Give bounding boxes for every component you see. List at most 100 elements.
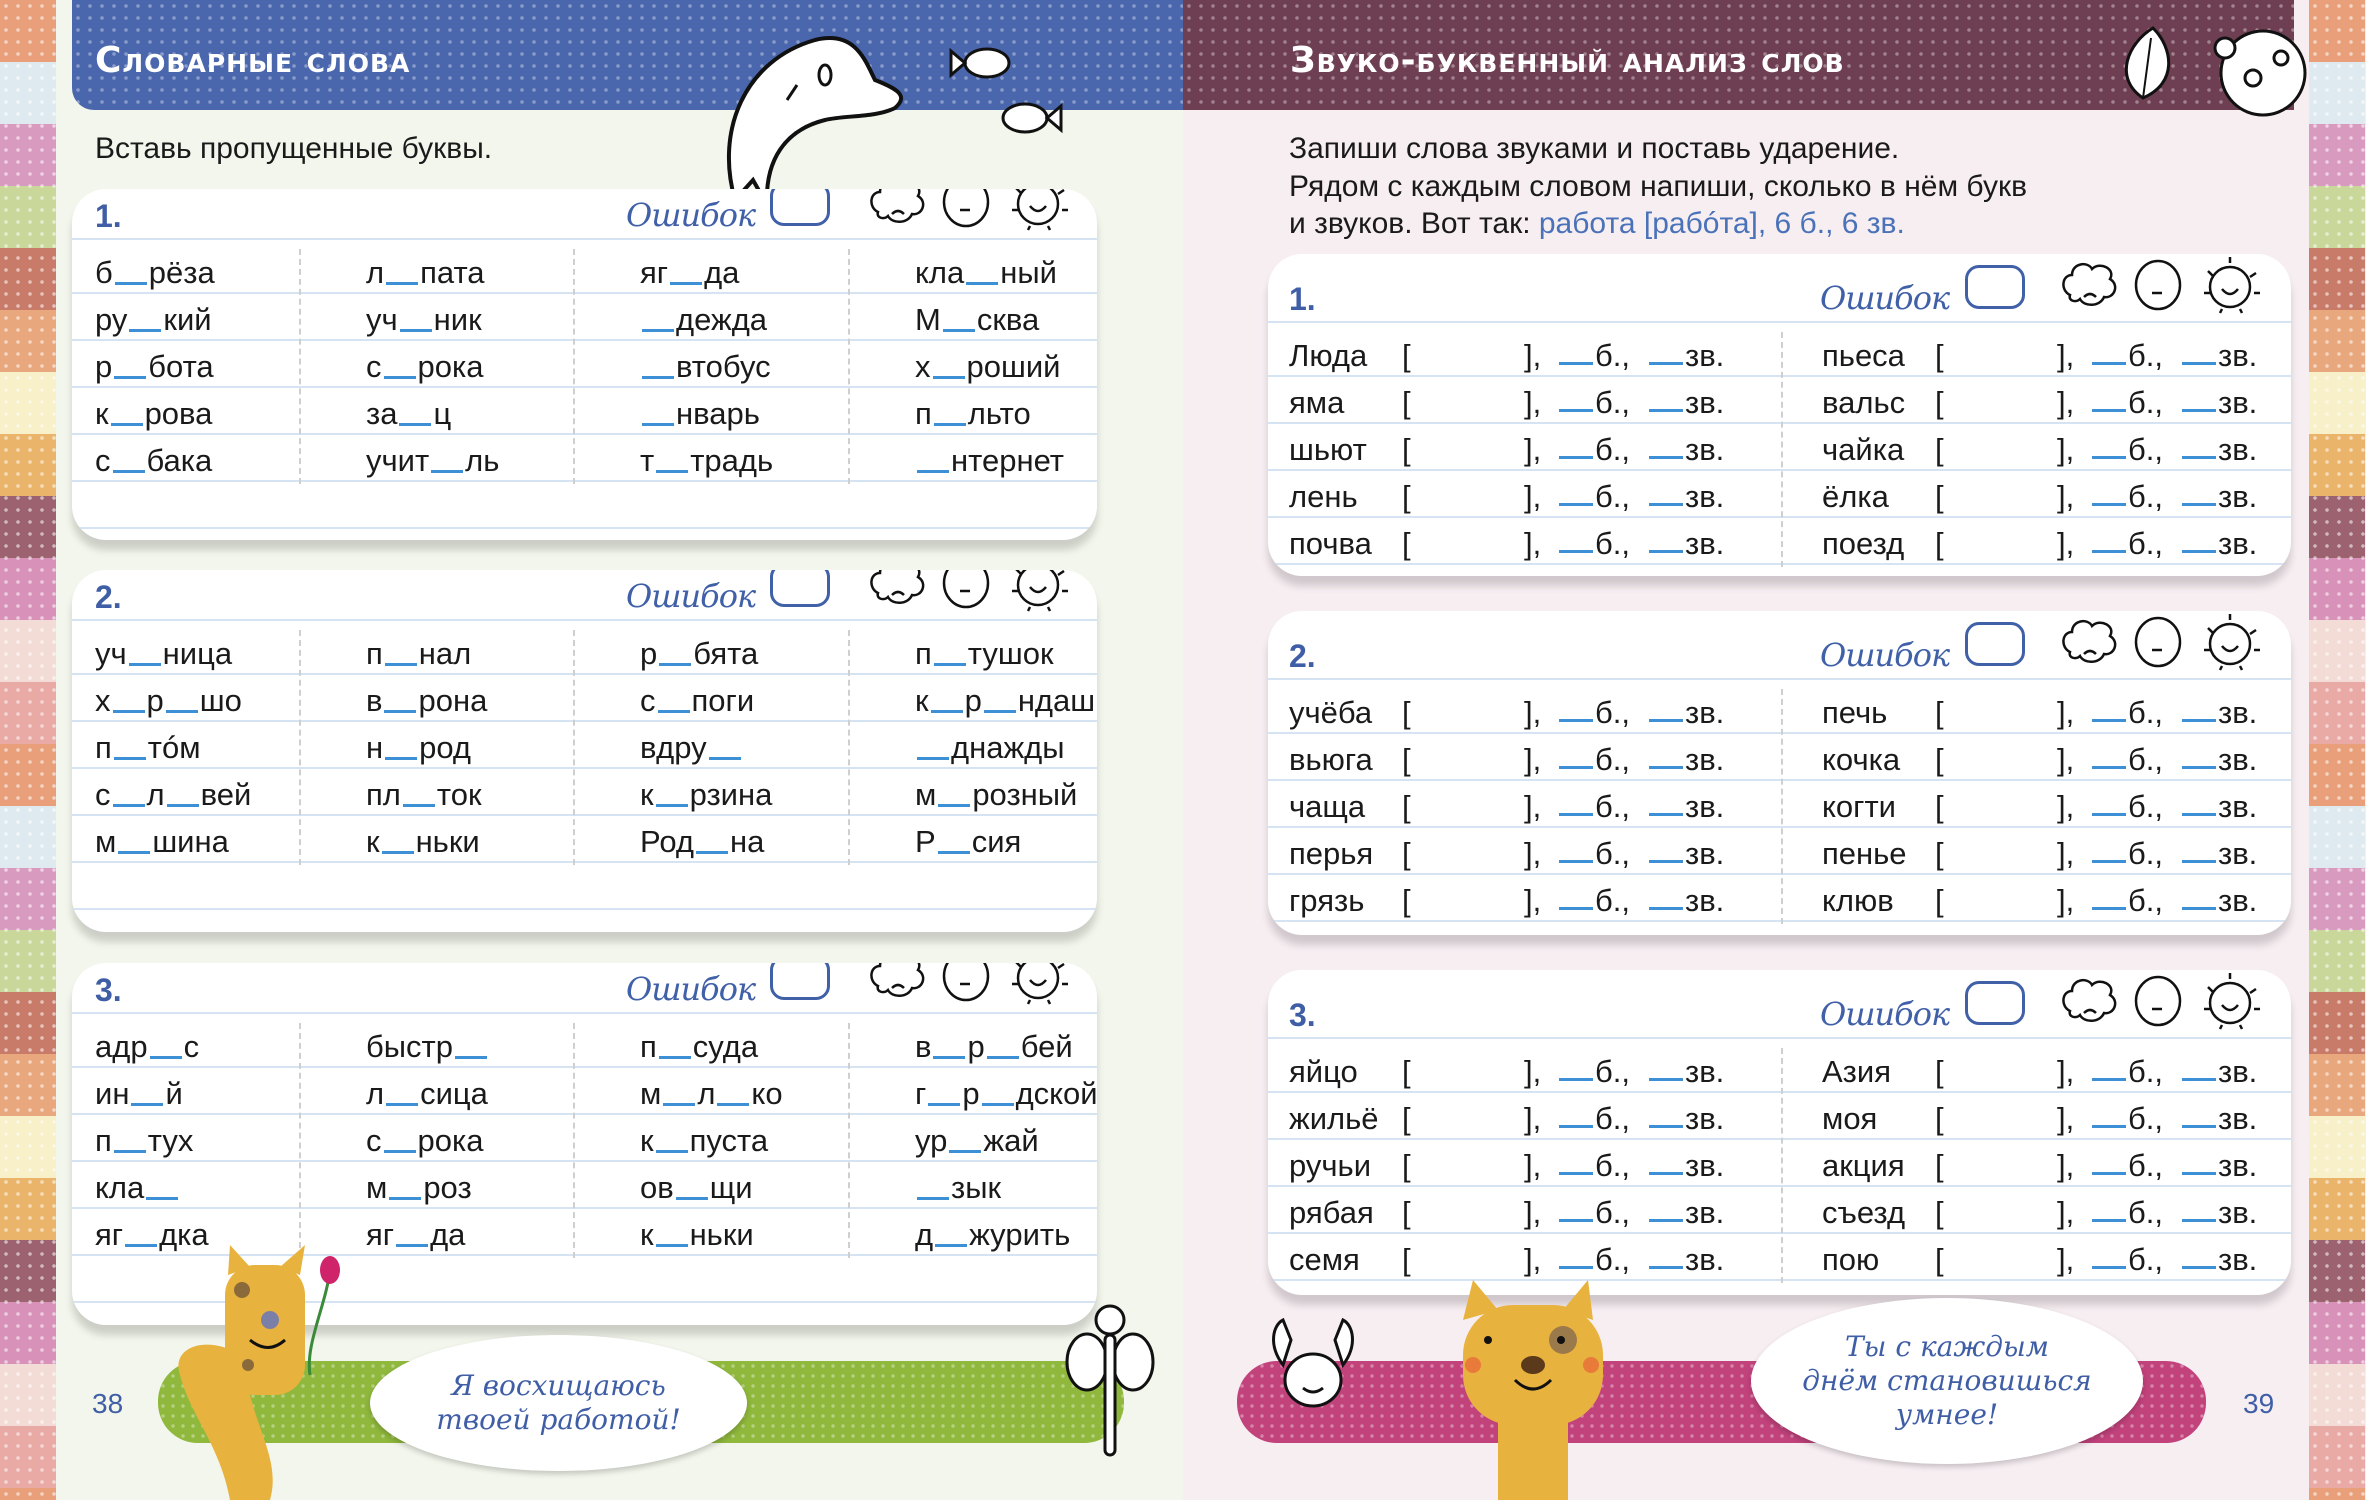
mood-icons[interactable] [2060,255,2272,315]
blank-line[interactable] [2092,907,2126,910]
blank-line[interactable] [1649,1172,1683,1175]
blank-line[interactable] [2182,719,2216,722]
blank-line[interactable] [942,329,975,332]
errors-count-box[interactable] [1965,265,2025,309]
blank-line[interactable] [981,1103,1014,1106]
blank-line[interactable] [2182,550,2216,553]
blank-line[interactable] [128,663,161,666]
blank-line[interactable] [983,710,1016,713]
blank-line[interactable] [1559,719,1593,722]
blank-line[interactable] [2092,860,2126,863]
blank-line[interactable] [114,376,147,379]
blank-line[interactable] [399,423,432,426]
blank-line[interactable] [1649,860,1683,863]
blank-line[interactable] [933,1056,966,1059]
blank-line[interactable] [165,710,198,713]
blank-line[interactable] [125,1244,158,1247]
blank-line[interactable] [384,710,417,713]
blank-line[interactable] [935,1244,968,1247]
blank-line[interactable] [1649,1266,1683,1269]
blank-line[interactable] [1649,550,1683,553]
blank-line[interactable] [2182,1172,2216,1175]
blank-line[interactable] [386,282,419,285]
blank-line[interactable] [399,329,432,332]
blank-line[interactable] [986,1056,1019,1059]
mood-icons[interactable] [868,189,1080,232]
blank-line[interactable] [658,1056,691,1059]
blank-line[interactable] [1559,907,1593,910]
blank-line[interactable] [655,1244,688,1247]
blank-line[interactable] [1559,1266,1593,1269]
blank-line[interactable] [657,710,690,713]
errors-count-box[interactable] [1965,622,2025,666]
blank-line[interactable] [110,423,143,426]
blank-line[interactable] [402,804,435,807]
blank-line[interactable] [2182,907,2216,910]
blank-line[interactable] [2092,456,2126,459]
blank-line[interactable] [1559,766,1593,769]
blank-line[interactable] [2182,813,2216,816]
blank-line[interactable] [933,663,966,666]
blank-line[interactable] [2182,1125,2216,1128]
blank-line[interactable] [1559,1078,1593,1081]
blank-line[interactable] [1649,1078,1683,1081]
mood-icons[interactable] [868,570,1080,613]
blank-line[interactable] [663,1103,696,1106]
blank-line[interactable] [2092,1219,2126,1222]
blank-line[interactable] [2182,456,2216,459]
blank-line[interactable] [917,757,949,760]
blank-line[interactable] [112,470,145,473]
blank-line[interactable] [2092,813,2126,816]
blank-line[interactable] [655,1150,688,1153]
blank-line[interactable] [1559,409,1593,412]
blank-line[interactable] [112,804,145,807]
blank-line[interactable] [966,282,999,285]
blank-line[interactable] [917,1197,949,1200]
mood-icons[interactable] [868,963,1080,1006]
blank-line[interactable] [2182,1078,2216,1081]
blank-line[interactable] [2092,1125,2126,1128]
blank-line[interactable] [2092,766,2126,769]
blank-line[interactable] [1559,1219,1593,1222]
mood-icons[interactable] [2060,971,2272,1031]
blank-line[interactable] [928,1103,961,1106]
blank-line[interactable] [2092,362,2126,365]
blank-line[interactable] [695,851,728,854]
blank-line[interactable] [938,804,971,807]
blank-line[interactable] [454,1056,487,1059]
blank-line[interactable] [112,710,145,713]
blank-line[interactable] [917,470,949,473]
blank-line[interactable] [385,757,418,760]
errors-count-box[interactable] [770,570,830,607]
blank-line[interactable] [1559,813,1593,816]
blank-line[interactable] [670,282,703,285]
errors-count-box[interactable] [1965,981,2025,1025]
blank-line[interactable] [1649,766,1683,769]
blank-line[interactable] [2182,860,2216,863]
blank-line[interactable] [717,1103,750,1106]
blank-line[interactable] [642,376,674,379]
blank-line[interactable] [937,851,970,854]
blank-line[interactable] [1559,362,1593,365]
blank-line[interactable] [2182,1266,2216,1269]
errors-count-box[interactable] [770,963,830,1000]
blank-line[interactable] [1649,409,1683,412]
blank-line[interactable] [118,851,151,854]
blank-line[interactable] [131,1103,164,1106]
blank-line[interactable] [383,376,416,379]
blank-line[interactable] [166,804,199,807]
blank-line[interactable] [113,1150,146,1153]
blank-line[interactable] [655,804,688,807]
blank-line[interactable] [1649,456,1683,459]
blank-line[interactable] [2182,362,2216,365]
blank-line[interactable] [396,1244,429,1247]
blank-line[interactable] [2182,766,2216,769]
blank-line[interactable] [114,282,147,285]
blank-line[interactable] [1649,907,1683,910]
blank-line[interactable] [642,423,674,426]
blank-line[interactable] [2092,1172,2126,1175]
blank-line[interactable] [930,710,963,713]
blank-line[interactable] [2092,719,2126,722]
blank-line[interactable] [1649,813,1683,816]
blank-line[interactable] [1559,456,1593,459]
